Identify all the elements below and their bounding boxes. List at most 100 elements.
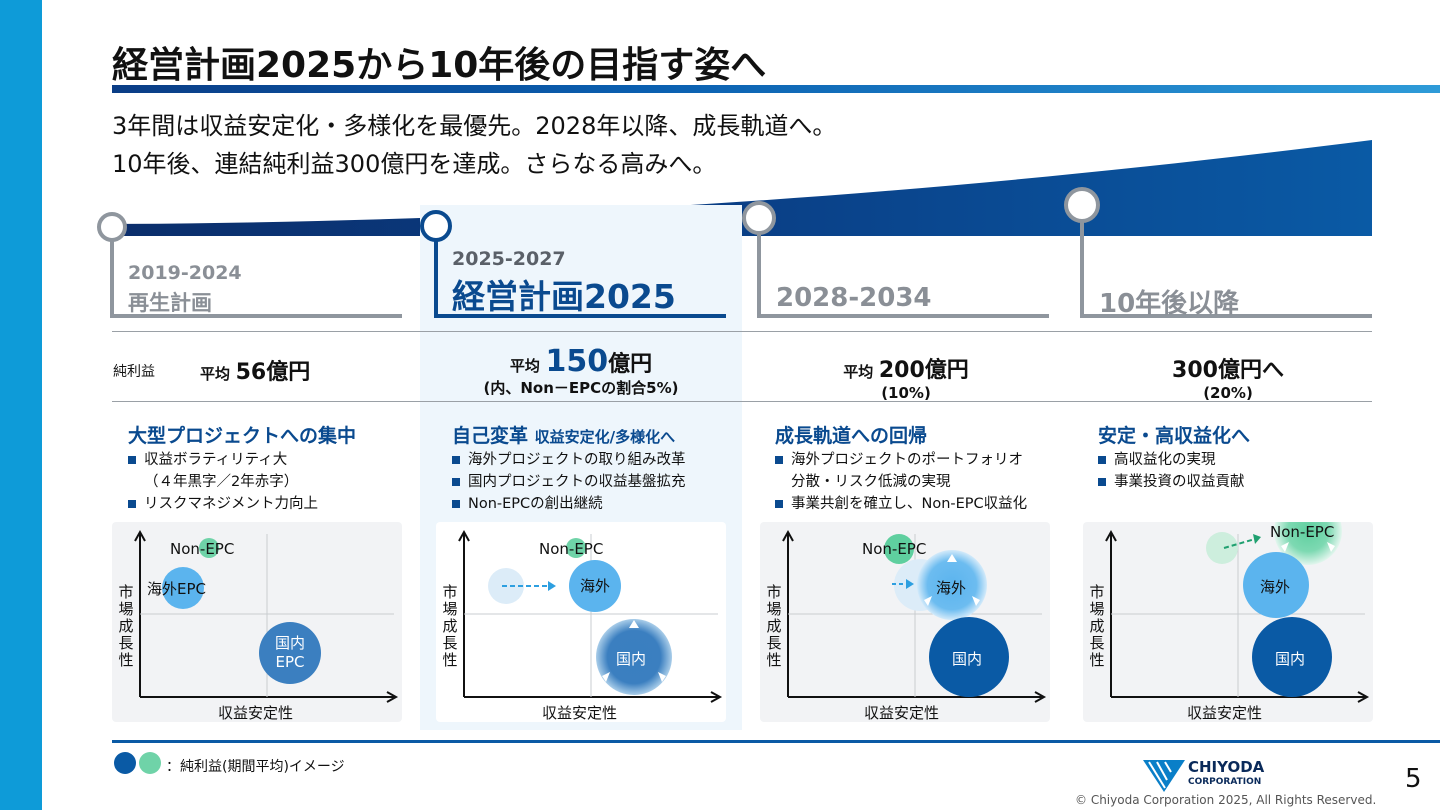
profit-1-value: 56億円 bbox=[235, 360, 311, 385]
chart-4-nonepc-label: Non-EPC bbox=[1270, 523, 1335, 541]
page-number: 5 bbox=[1405, 764, 1422, 794]
chart-2-nonepc-bubble bbox=[566, 538, 586, 558]
profit-2-value: 150 bbox=[545, 344, 609, 379]
section-1-bullets: 収益ボラティリティ大 （４年黒字／2年赤字） リスクマネジメント力向上 bbox=[128, 449, 318, 515]
profit-phase-1: 平均 56億円 bbox=[200, 354, 310, 386]
copyright: © Chiyoda Corporation 2025, All Rights R… bbox=[1075, 793, 1377, 807]
logo-text-1: CHIYODA bbox=[1188, 758, 1265, 776]
profit-3-prefix: 平均 bbox=[843, 363, 874, 381]
chart-3-kaigai-halo bbox=[917, 550, 987, 620]
chart-2-x-label: 収益安定性 bbox=[542, 704, 618, 722]
chart-3-x-label: 収益安定性 bbox=[864, 704, 940, 722]
chart-2-y-label: 市場成長性 bbox=[442, 583, 458, 669]
profit-3-note: (10%) bbox=[881, 384, 931, 402]
phase-3-marker bbox=[742, 201, 776, 235]
phase-3-underline bbox=[757, 314, 1049, 318]
chart-3-y-label: 市場成長性 bbox=[766, 583, 782, 669]
legend-text: ：純利益(期間平均)イメージ bbox=[166, 759, 345, 775]
title-underline bbox=[112, 85, 1440, 93]
phase-1-marker bbox=[97, 212, 127, 242]
chart-4-kaigai-label: 海外 bbox=[1260, 578, 1291, 596]
chart-2-kokunai-label: 国内 bbox=[616, 650, 647, 668]
phase-1-underline bbox=[110, 314, 402, 318]
chart-2-kaigai-bubble: 海外 bbox=[569, 560, 621, 612]
section-3-title: 成長軌道への回帰 bbox=[775, 425, 928, 447]
chart-4-y-label: 市場成長性 bbox=[1089, 583, 1105, 669]
phase-3-period: 2028-2034 bbox=[776, 283, 932, 313]
section-2-title: 自己変革 収益安定化/多様化へ bbox=[452, 421, 675, 448]
section-2-bullets: 海外プロジェクトの取り組み改革 国内プロジェクトの収益基盤拡充 Non-EPCの… bbox=[452, 449, 686, 515]
profit-4-note: (20%) bbox=[1203, 384, 1253, 402]
matrix-chart-3: 市場成長性 収益安定性 Non-EPC 海外 国内 bbox=[760, 522, 1050, 722]
chart-4-axes bbox=[1105, 522, 1370, 703]
phase-4-underline bbox=[1080, 314, 1372, 318]
phase-4-period: 10年後以降 bbox=[1099, 289, 1240, 319]
chart-4-x-label: 収益安定性 bbox=[1187, 704, 1263, 722]
logo-text-2: CORPORATION bbox=[1188, 777, 1262, 787]
phase-2-period: 2025-2027 bbox=[452, 248, 566, 270]
phase-4-bracket bbox=[1080, 206, 1084, 318]
chart-4-kokunai-label: 国内 bbox=[1275, 650, 1306, 668]
chart-3-kokunai-circle bbox=[929, 617, 1009, 697]
chart-3-axes bbox=[782, 529, 1047, 703]
chart-1-y-label: 市場成長性 bbox=[118, 583, 134, 669]
chart-3-nonepc-label: Non-EPC bbox=[862, 540, 927, 558]
phase-2-underline bbox=[434, 314, 726, 318]
chart-1-kokunai-bubble: 国内 EPC bbox=[259, 622, 321, 684]
phase-2-bracket bbox=[434, 236, 438, 318]
profit-2-unit: 億円 bbox=[608, 352, 653, 377]
profit-4-value: 300億円へ bbox=[1172, 358, 1284, 383]
section-3-bullet-2: 事業共創を確立し、Non-EPC収益化 bbox=[775, 493, 1027, 515]
profit-1-prefix: 平均 bbox=[200, 365, 231, 383]
section-1-title: 大型プロジェクトへの集中 bbox=[128, 425, 357, 447]
profit-row-top-rule bbox=[112, 331, 1372, 332]
phase-2-name: 経営計画2025 bbox=[452, 277, 676, 316]
legend-mint-dot bbox=[139, 752, 161, 774]
section-4-bullet-1: 高収益化の実現 bbox=[1098, 449, 1245, 471]
chart-4-kokunai-circle bbox=[1252, 617, 1332, 697]
chart-2-kokunai-halo bbox=[596, 619, 672, 695]
profit-phase-4: 300億円へ (20%) bbox=[1067, 352, 1389, 402]
chart-3-kokunai-label: 国内 bbox=[952, 650, 983, 668]
section-3-bullet-1-cont: 分散・リスク低減の実現 bbox=[791, 474, 951, 490]
matrix-chart-1: 市場成長性 収益安定性 Non-EPC 海外EPC 国内 EPC bbox=[112, 522, 402, 722]
chart-2-kaigai-label: 海外 bbox=[579, 576, 610, 595]
chart-1-kokunai-label-2: EPC bbox=[275, 653, 305, 671]
chart-2-nonepc-label: Non-EPC bbox=[539, 540, 604, 558]
chart-4-kaigai-circle bbox=[1243, 552, 1309, 618]
profit-phase-3: 平均 200億円 (10%) bbox=[745, 352, 1067, 402]
page-title: 経営計画2025から10年後の目指す姿へ bbox=[112, 45, 767, 86]
chart-1-x-label: 収益安定性 bbox=[218, 704, 294, 722]
phase-2-marker bbox=[420, 210, 452, 242]
profit-3-value: 200億円 bbox=[878, 358, 969, 383]
phase-1-period: 2019-2024 bbox=[128, 262, 242, 284]
chiyoda-logo-mark-icon bbox=[1143, 760, 1185, 792]
legend-dark-dot bbox=[114, 752, 136, 774]
chart-1-kokunai-label-1: 国内 bbox=[274, 634, 305, 652]
chart-1-nonepc-label: Non-EPC bbox=[170, 540, 235, 558]
section-1-bullet-1-cont: （４年黒字／2年赤字） bbox=[144, 474, 299, 490]
chart-4-nonepc-halo bbox=[1274, 522, 1342, 565]
subtitle-line-1: 3年間は収益安定化・多様化を最優先。2028年以降、成長軌道へ。 bbox=[112, 112, 837, 140]
section-1-bullet-1: 収益ボラティリティ大 bbox=[128, 449, 318, 471]
chart-1-nonepc-bubble bbox=[199, 538, 219, 558]
subtitle-line-2: 10年後、連結純利益300億円を達成。さらなる高みへ。 bbox=[112, 150, 717, 178]
section-1-bullet-2: リスクマネジメント力向上 bbox=[128, 493, 318, 515]
matrix-chart-2: 市場成長性 収益安定性 Non-EPC 海外 国内 bbox=[436, 522, 726, 722]
footer-rule bbox=[112, 740, 1440, 743]
chart-1-axes bbox=[134, 529, 399, 703]
phase-4-marker bbox=[1064, 187, 1100, 223]
profit-2-note: (内、Non－EPCの割合5%) bbox=[483, 379, 679, 397]
section-3-bullets: 海外プロジェクトのポートフォリオ 分散・リスク低減の実現 事業共創を確立し、No… bbox=[775, 449, 1027, 515]
profit-2-prefix: 平均 bbox=[509, 357, 540, 375]
chart-3-kaigai-label: 海外 bbox=[936, 579, 967, 597]
profit-row-bottom-rule bbox=[112, 401, 1372, 402]
chart-1-kaigai-label: 海外EPC bbox=[147, 580, 206, 598]
section-2-bullet-3: Non-EPCの創出継続 bbox=[452, 493, 686, 515]
profit-phase-2: 平均 150億円 (内、Non－EPCの割合5%) bbox=[420, 344, 742, 398]
phase-3-bracket bbox=[757, 220, 761, 318]
matrix-chart-4: 市場成長性 収益安定性 Non-EPC 海外 国内 bbox=[1083, 522, 1373, 722]
phase-1-name: 再生計画 bbox=[128, 291, 212, 315]
section-2-bullet-1: 海外プロジェクトの取り組み改革 bbox=[452, 449, 686, 471]
phase-1-bracket bbox=[110, 236, 114, 318]
